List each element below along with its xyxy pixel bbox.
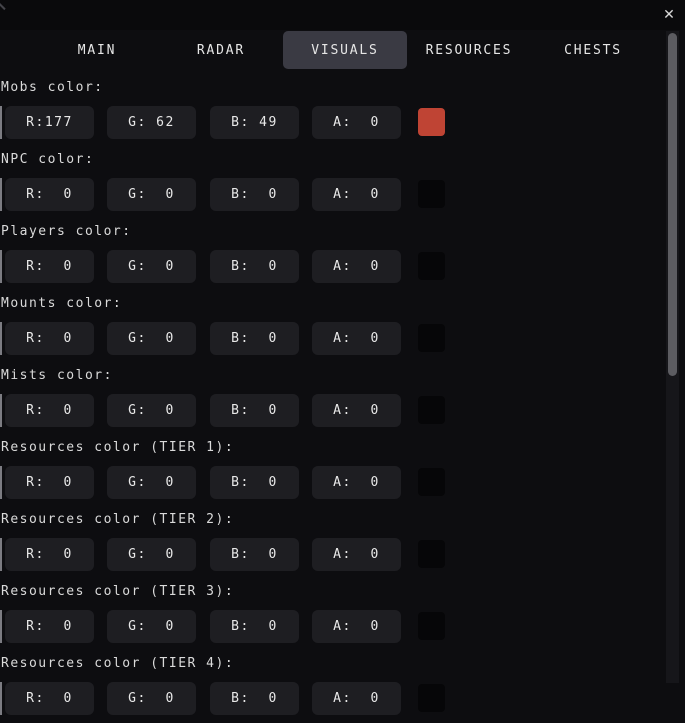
blue-drag-field[interactable]: B: 49 [210, 106, 299, 139]
rgba-row: R:177 G: 62 B: 49 A: 0 [0, 106, 660, 139]
red-drag-field[interactable]: R: 0 [5, 394, 94, 427]
section-label: Players color: [1, 224, 132, 239]
rgba-row: R: 0 G: 0 B: 0 A: 0 [0, 538, 660, 571]
blue-drag-field[interactable]: B: 0 [210, 610, 299, 643]
alpha-drag-field[interactable]: A: 0 [312, 682, 401, 715]
rgba-row: R: 0 G: 0 B: 0 A: 0 [0, 250, 660, 283]
alpha-drag-field[interactable]: A: 0 [312, 394, 401, 427]
green-drag-field[interactable]: G: 0 [107, 466, 196, 499]
alpha-drag-field[interactable]: A: 0 [312, 322, 401, 355]
blue-drag-field[interactable]: B: 0 [210, 538, 299, 571]
tab-main[interactable]: MAIN [77, 42, 117, 58]
tab-visuals[interactable]: VISUALS [283, 31, 407, 69]
section-label: Mounts color: [1, 296, 123, 311]
blue-drag-field[interactable]: B: 0 [210, 250, 299, 283]
red-drag-field[interactable]: R: 0 [5, 178, 94, 211]
green-drag-field[interactable]: G: 0 [107, 178, 196, 211]
green-drag-field[interactable]: G: 0 [107, 394, 196, 427]
red-drag-field[interactable]: R: 0 [5, 610, 94, 643]
section-players-color: Players color: R: 0 G: 0 B: 0 A: 0 [0, 219, 660, 291]
color-swatch[interactable] [418, 612, 445, 640]
color-swatch[interactable] [418, 540, 445, 568]
alpha-drag-field[interactable]: A: 0 [312, 178, 401, 211]
alpha-drag-field[interactable]: A: 0 [312, 250, 401, 283]
section-label: NPC color: [1, 152, 95, 167]
blue-drag-field[interactable]: B: 0 [210, 682, 299, 715]
tab-bar: MAIN RADAR VISUALS RESOURCES CHESTS [35, 30, 655, 70]
section-label: Resources color (TIER 1): [1, 440, 235, 455]
blue-drag-field[interactable]: B: 0 [210, 394, 299, 427]
section-npc-color: NPC color: R: 0 G: 0 B: 0 A: 0 [0, 147, 660, 219]
section-mists-color: Mists color: R: 0 G: 0 B: 0 A: 0 [0, 363, 660, 435]
section-label: Mists color: [1, 368, 113, 383]
green-drag-field[interactable]: G: 62 [107, 106, 196, 139]
section-resources-tier3-color: Resources color (TIER 3): R: 0 G: 0 B: 0… [0, 579, 660, 651]
green-drag-field[interactable]: G: 0 [107, 538, 196, 571]
color-swatch[interactable] [418, 396, 445, 424]
section-resources-tier1-color: Resources color (TIER 1): R: 0 G: 0 B: 0… [0, 435, 660, 507]
blue-drag-field[interactable]: B: 0 [210, 466, 299, 499]
section-mobs-color: Mobs color: R:177 G: 62 B: 49 A: 0 [0, 75, 660, 147]
red-drag-field[interactable]: R:177 [5, 106, 94, 139]
green-drag-field[interactable]: G: 0 [107, 250, 196, 283]
color-swatch[interactable] [418, 180, 445, 208]
alpha-drag-field[interactable]: A: 0 [312, 610, 401, 643]
red-drag-field[interactable]: R: 0 [5, 538, 94, 571]
tab-radar[interactable]: RADAR [196, 42, 246, 58]
rgba-row: R: 0 G: 0 B: 0 A: 0 [0, 178, 660, 211]
blue-drag-field[interactable]: B: 0 [210, 178, 299, 211]
close-button[interactable]: ✕ [659, 5, 679, 25]
red-drag-field[interactable]: R: 0 [5, 466, 94, 499]
rgba-row: R: 0 G: 0 B: 0 A: 0 [0, 682, 660, 715]
green-drag-field[interactable]: G: 0 [107, 322, 196, 355]
color-swatch[interactable] [418, 252, 445, 280]
color-swatch[interactable] [418, 468, 445, 496]
alpha-drag-field[interactable]: A: 0 [312, 538, 401, 571]
section-mounts-color: Mounts color: R: 0 G: 0 B: 0 A: 0 [0, 291, 660, 363]
blue-drag-field[interactable]: B: 0 [210, 322, 299, 355]
tab-chests[interactable]: CHESTS [564, 42, 622, 58]
rgba-row: R: 0 G: 0 B: 0 A: 0 [0, 394, 660, 427]
section-label: Resources color (TIER 3): [1, 584, 235, 599]
section-resources-tier4-color: Resources color (TIER 4): R: 0 G: 0 B: 0… [0, 651, 660, 723]
rgba-row: R: 0 G: 0 B: 0 A: 0 [0, 466, 660, 499]
green-drag-field[interactable]: G: 0 [107, 682, 196, 715]
alpha-drag-field[interactable]: A: 0 [312, 106, 401, 139]
title-bar: ✕ [0, 0, 685, 30]
rgba-row: R: 0 G: 0 B: 0 A: 0 [0, 610, 660, 643]
section-resources-tier2-color: Resources color (TIER 2): R: 0 G: 0 B: 0… [0, 507, 660, 579]
section-label: Mobs color: [1, 80, 104, 95]
window-corner-mark [0, 3, 6, 11]
alpha-drag-field[interactable]: A: 0 [312, 466, 401, 499]
scrollbar[interactable] [666, 31, 679, 683]
tab-resources[interactable]: RESOURCES [425, 42, 513, 58]
rgba-row: R: 0 G: 0 B: 0 A: 0 [0, 322, 660, 355]
section-label: Resources color (TIER 2): [1, 512, 235, 527]
green-drag-field[interactable]: G: 0 [107, 610, 196, 643]
red-drag-field[interactable]: R: 0 [5, 250, 94, 283]
scrollbar-thumb[interactable] [668, 33, 677, 376]
red-drag-field[interactable]: R: 0 [5, 322, 94, 355]
red-drag-field[interactable]: R: 0 [5, 682, 94, 715]
color-settings-list: Mobs color: R:177 G: 62 B: 49 A: 0 NPC c… [0, 75, 660, 723]
color-swatch[interactable] [418, 324, 445, 352]
close-icon: ✕ [663, 7, 675, 23]
color-swatch[interactable] [418, 108, 445, 136]
color-swatch[interactable] [418, 684, 445, 712]
section-label: Resources color (TIER 4): [1, 656, 235, 671]
